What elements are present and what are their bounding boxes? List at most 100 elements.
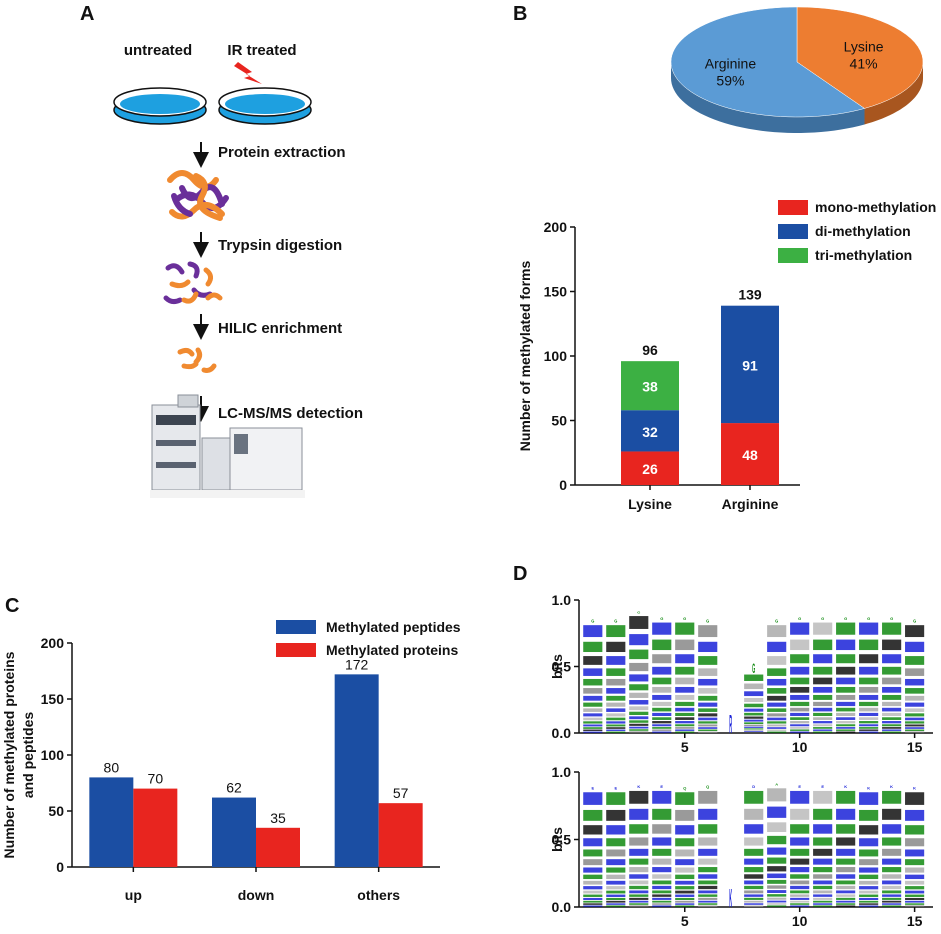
logo-filler [882,724,902,727]
logo-filler [767,890,787,893]
logo-filler [790,721,810,724]
x-tick-label: 5 [681,913,689,929]
logo-filler [629,711,649,716]
logo-filler [859,717,879,720]
logo-filler [583,859,603,866]
logo-letter: G [637,611,641,614]
logo-letter: G [867,616,870,621]
legend-label: Methylated proteins [326,642,458,658]
logo-filler [836,729,856,731]
y-tick-label: 50 [48,803,64,819]
logo-filler [698,695,718,701]
logo-filler [652,727,672,729]
logo-filler [675,686,695,693]
x-tick-label: Arginine [722,496,779,512]
logo-filler [767,897,787,900]
logo-filler [583,894,603,897]
y-tick-label: 200 [41,635,65,651]
logo-filler [882,867,902,873]
logo-filler [836,867,856,873]
logo-filler [606,894,626,897]
logo-filler [836,694,856,700]
logo-filler [698,897,718,900]
logo-filler [882,890,902,894]
bar-value-label: 62 [226,780,242,796]
logo-filler [905,702,925,707]
logo-filler [606,838,626,847]
logo-filler [790,666,810,675]
logo-filler [583,880,603,885]
logo-filler [836,837,856,846]
logo-filler [652,890,672,894]
logo-filler [629,790,649,804]
pie-slice [670,6,866,118]
logo-letter: E [798,786,801,789]
logo-filler [629,903,649,905]
logo-filler [675,903,695,905]
legend-label: di-methylation [815,223,911,239]
logo-filler [767,894,787,897]
logo-filler [767,721,787,724]
logo-filler [698,708,718,712]
logo-letter: Q [683,787,686,791]
logo-letter: K [729,883,732,912]
logo-filler [813,712,833,717]
logo-filler [790,729,810,731]
logo-filler [698,678,718,686]
logo-filler [652,897,672,900]
logo-filler [583,900,603,903]
logo-filler [813,666,833,675]
logo-letter: G [913,618,916,623]
panel-label: A [80,3,94,25]
logo-filler [698,858,718,865]
total-label: 139 [738,287,762,303]
logo-filler [790,867,810,873]
logo-filler [629,897,649,900]
logo-filler [836,707,856,712]
logo-filler [836,717,856,720]
logo-filler [744,712,764,716]
logo-filler [836,622,856,635]
logo-filler [813,880,833,885]
logo-letter: K [867,787,870,791]
bar [256,827,300,867]
logo-letter: A [775,783,779,786]
logo-filler [606,903,626,905]
logo-filler [675,639,695,651]
logo-filler [744,731,764,732]
logo-filler [629,684,649,691]
x-tick-label: Lysine [628,496,672,512]
panel-label: B [513,3,527,25]
logo-filler [606,688,626,694]
logo-filler [790,874,810,879]
logo-filler [675,849,695,857]
logo-filler [905,894,925,897]
logo-filler [813,639,833,651]
logo-filler [767,903,787,905]
logo-filler [652,900,672,903]
logo-filler [629,729,649,731]
logo-filler [744,890,764,894]
logo-filler [882,677,902,685]
logo-filler [583,874,603,880]
logo-filler [652,905,672,907]
logo-filler [744,691,764,697]
logo-filler [859,707,879,712]
logo-letter: K [844,786,847,789]
logo-filler [652,824,672,834]
logo-filler [813,905,833,907]
logo-filler [882,808,902,820]
logo-filler [859,727,879,729]
logo-filler [859,654,879,664]
bar-value-label: 70 [148,771,164,787]
logo-filler [836,808,856,820]
segment-label: 38 [642,379,658,395]
logo-filler [698,837,718,846]
logo-letter: G [752,662,755,677]
logo-filler [767,724,787,727]
logo-filler [790,903,810,905]
logo-filler [905,849,925,857]
logo-filler [744,897,764,900]
logo-filler [698,625,718,638]
logo-filler [652,724,672,727]
